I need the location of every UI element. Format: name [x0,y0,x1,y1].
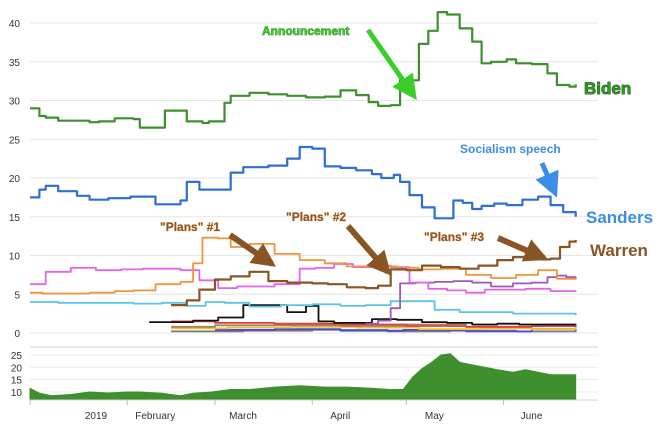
announcement-arrow [365,28,417,101]
series-line-8 [171,320,577,328]
x-tick-label: May [425,411,444,422]
socialism-speech-arrow [535,162,559,198]
annotation-plans-3: "Plans" #3 [424,230,484,244]
main-gridlines [30,22,598,334]
plans-2-arrow [345,224,392,276]
y-tick-label: 20 [11,363,23,374]
y-tick-label: 15 [11,376,23,387]
plot-frame [30,0,598,430]
y-tick-label: 25 [9,135,21,146]
y-tick-label: 35 [9,58,21,69]
series-line-10 [171,325,577,330]
annotation-plans-2: "Plans" #2 [286,210,346,224]
annotation-plans-1: "Plans" #1 [160,220,220,234]
x-tick-label: April [330,411,350,422]
y-tick-label: 5 [14,290,20,301]
y-tick-label: 40 [9,19,21,30]
x-tick-label: March [229,411,257,422]
label-sanders: Sanders [586,208,653,227]
label-warren: Warren [590,241,648,260]
x-tick-label: 2019 [85,411,108,422]
y-tick-label: 20 [9,174,21,185]
main-y-tick-labels: 0 5 10 15 20 25 30 35 40 [9,19,21,340]
y-tick-label: 30 [9,97,21,108]
plans-1-arrow [228,232,276,267]
series-line-4 [30,263,577,294]
series-line-7 [149,304,576,326]
series-line-sanders [30,145,577,220]
navigator-area [29,353,577,401]
y-tick-label: 0 [14,329,20,340]
y-tick-label: 25 [11,351,23,362]
series-line-biden [30,11,577,129]
x-tick-label: February [135,411,175,422]
navigator-series [29,353,577,401]
label-biden: Biden [584,79,631,98]
y-tick-label: 15 [9,213,21,224]
annotation-announcement: Announcement [262,24,349,38]
y-tick-label: 10 [9,252,21,263]
plans-3-arrow [496,235,549,262]
series-line-6 [30,300,577,316]
y-tick-label: 10 [11,388,23,399]
annotation-socialism-speech: Socialism speech [460,142,561,156]
x-tick-label: June [521,411,543,422]
x-tick-labels: 2019 February March April May June [29,400,543,422]
